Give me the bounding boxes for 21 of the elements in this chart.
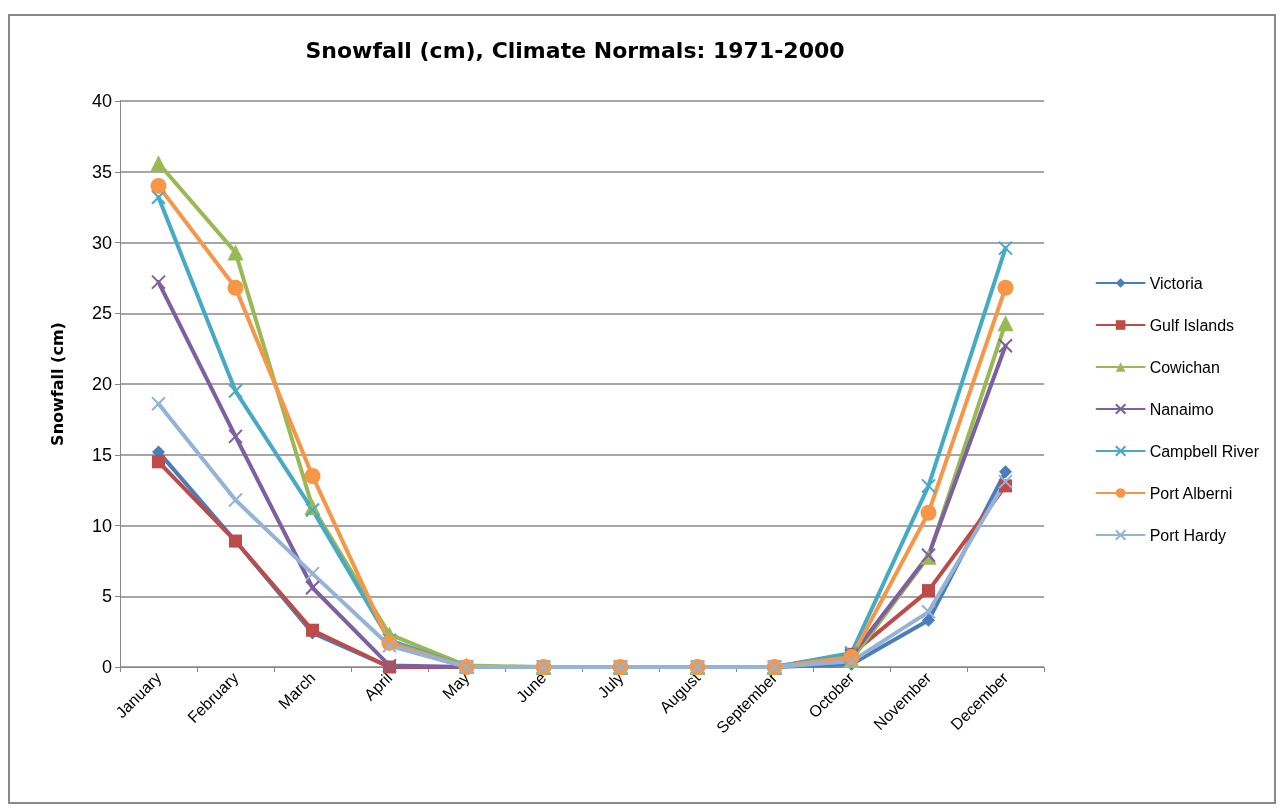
legend-label: Nanaimo: [1149, 400, 1214, 418]
y-tick-label: 10: [91, 515, 112, 536]
y-tick-label: 40: [91, 91, 112, 111]
y-tick-label: 25: [91, 303, 112, 324]
y-tick-label: 15: [91, 444, 112, 465]
legend-label: Gulf Islands: [1149, 316, 1235, 334]
legend-label: Port Hardy: [1149, 526, 1227, 544]
y-tick-label: 35: [91, 161, 112, 182]
x-tick-label: June: [512, 668, 550, 706]
legend-label: Victoria: [1149, 274, 1203, 292]
chart-title: Snowfall (cm), Climate Normals: 1971-2000: [305, 37, 845, 63]
y-axis-title: Snowfall (cm): [47, 322, 67, 446]
y-tick-label: 30: [91, 232, 112, 253]
x-tick-label: July: [594, 668, 627, 702]
legend-label: Port Alberni: [1149, 484, 1233, 502]
legend-label: Campbell River: [1149, 442, 1260, 460]
x-tick-label: May: [439, 668, 473, 703]
y-tick-label: 5: [101, 586, 112, 607]
y-tick-label: 20: [91, 374, 112, 394]
legend-label: Cowichan: [1149, 358, 1220, 376]
y-tick-label: 0: [101, 657, 112, 677]
